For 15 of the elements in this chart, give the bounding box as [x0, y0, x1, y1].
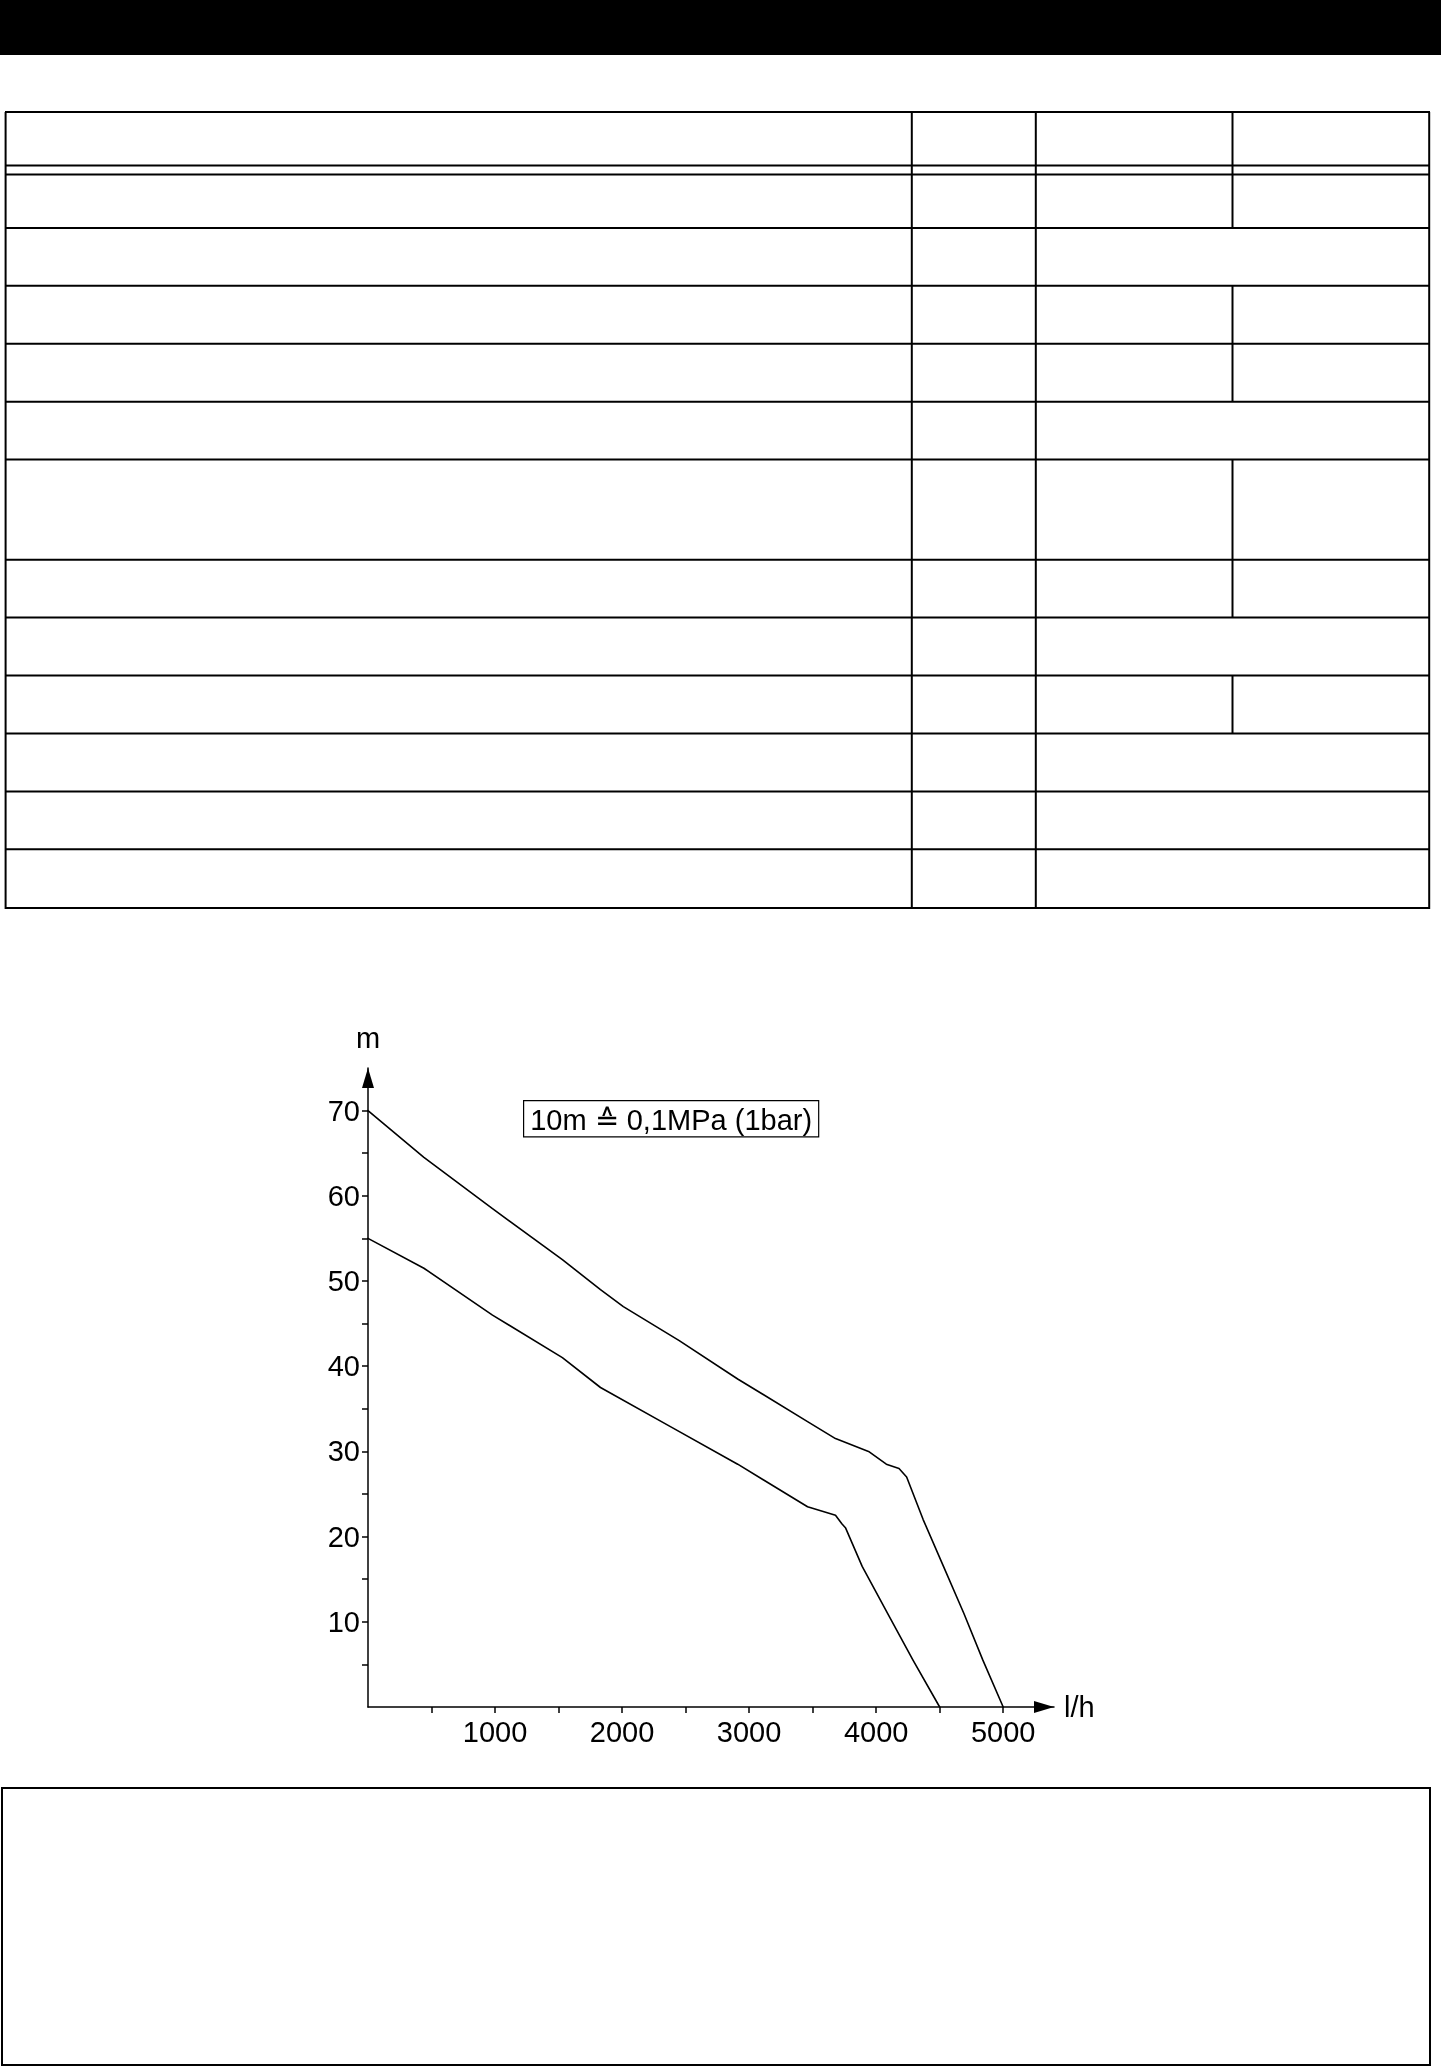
y-axis-title: m: [355, 1021, 381, 1054]
x-tick-label: 2000: [589, 1715, 655, 1748]
y-tick-label: 50: [327, 1265, 360, 1297]
x-axis-title: l/h: [1064, 1691, 1095, 1723]
y-tick-label: 60: [327, 1179, 360, 1212]
annotation: 10m ≙ 0,1MPa (1bar): [530, 1103, 813, 1136]
y-tick-label: 40: [327, 1350, 360, 1383]
y-tick-label: 20: [327, 1520, 360, 1553]
x-tick-label: 1000: [462, 1715, 528, 1748]
y-tick-label: 30: [327, 1435, 360, 1468]
x-tick-label: 5000: [970, 1715, 1036, 1748]
y-tick-label: 70: [327, 1094, 360, 1127]
y-tick-label: 10: [327, 1605, 360, 1638]
x-tick-label: 4000: [843, 1715, 909, 1748]
x-tick-label: 3000: [716, 1715, 782, 1748]
